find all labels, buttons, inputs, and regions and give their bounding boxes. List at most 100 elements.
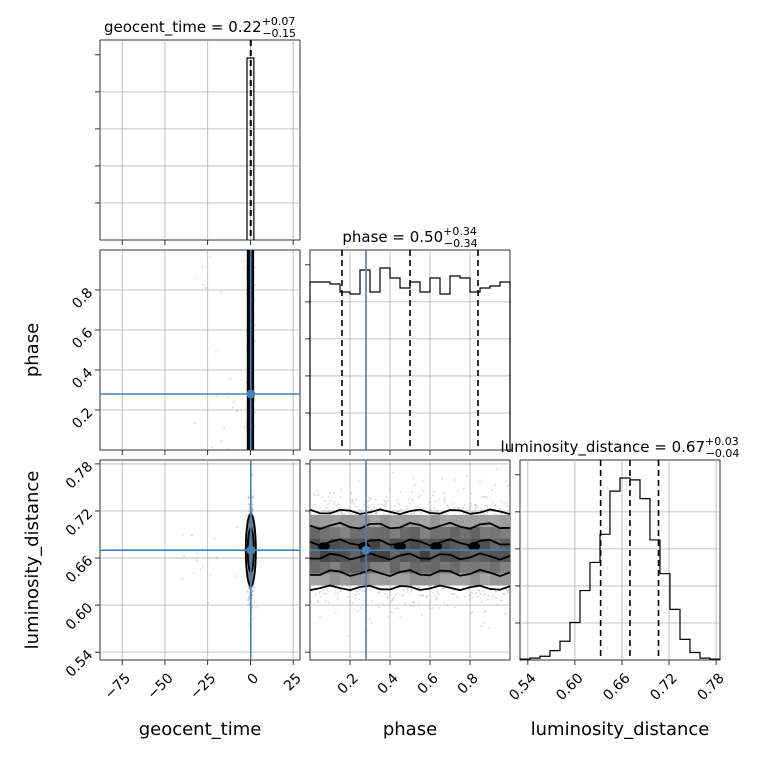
truth-point (246, 545, 256, 555)
sample-point (430, 510, 433, 513)
sample-point (377, 591, 380, 594)
sample-point (474, 507, 477, 510)
sample-point (438, 498, 441, 501)
sample-point (432, 591, 435, 594)
sample-point (456, 489, 459, 492)
density-cell (440, 514, 450, 527)
diagonal-panel-phase (305, 249, 511, 455)
sample-point (313, 494, 316, 497)
sample-point (315, 593, 318, 596)
sample-point (456, 595, 459, 598)
sample-point (316, 599, 319, 602)
sample-point (254, 266, 257, 269)
sample-point (457, 506, 460, 509)
x-tick-label: 0.2 (335, 670, 362, 697)
sample-point (356, 590, 359, 593)
sample-point (480, 625, 483, 628)
sample-point (232, 400, 235, 403)
panel-title-geocent_time: geocent_time = 0.22+0.07 −0.15 (104, 15, 296, 40)
sample-point (380, 503, 383, 506)
sample-point (254, 284, 257, 287)
sample-point (246, 590, 249, 593)
sample-point (403, 602, 406, 605)
sample-point (418, 496, 421, 499)
sample-point (466, 509, 469, 512)
density-cell (320, 526, 330, 539)
diagonal-panel-geocent_time (95, 39, 301, 245)
density-peak (394, 542, 406, 551)
sample-point (395, 455, 397, 457)
sample-point (386, 597, 389, 600)
sample-point (482, 496, 485, 499)
sample-point (506, 505, 509, 508)
sample-point (190, 534, 193, 537)
sample-point (202, 283, 205, 286)
sample-point (417, 585, 420, 588)
sample-point (391, 598, 394, 601)
sample-point (243, 268, 246, 271)
sample-point (435, 598, 438, 601)
sample-point (327, 495, 330, 498)
density-cell (330, 538, 340, 551)
sample-point (437, 593, 440, 596)
sample-point (339, 510, 342, 513)
sample-point (253, 398, 256, 401)
sample-point (436, 460, 439, 461)
sample-point (374, 512, 377, 515)
sample-point (321, 496, 324, 499)
sample-point (474, 503, 477, 506)
sample-point (420, 614, 423, 617)
sample-point (241, 379, 244, 382)
sample-point (386, 595, 389, 598)
density-cell (380, 526, 390, 539)
sample-point (334, 612, 337, 615)
sample-point (443, 491, 446, 494)
sample-point (390, 611, 393, 614)
sample-point (471, 610, 474, 613)
sample-point (322, 592, 325, 595)
density-cell (460, 573, 470, 586)
sample-point (383, 499, 386, 502)
sample-point (248, 597, 251, 600)
sample-point (343, 512, 346, 515)
density-cell (340, 526, 350, 539)
x-tick-label: 0.54 (506, 670, 539, 703)
sample-point (248, 497, 251, 500)
sample-point (215, 395, 218, 398)
density-cell (370, 550, 380, 562)
density-cell (340, 573, 350, 586)
sample-point (484, 609, 487, 612)
sample-point (468, 599, 471, 602)
sample-point (410, 589, 413, 592)
sample-point (252, 597, 255, 600)
sample-point (319, 615, 322, 618)
sample-point (493, 503, 496, 506)
sample-point (319, 506, 322, 509)
y-tick-label: 0.8 (69, 285, 96, 312)
sample-point (422, 594, 425, 597)
sample-point (355, 498, 358, 501)
sample-point (385, 496, 388, 499)
density-cell (440, 573, 450, 586)
sample-point (322, 589, 325, 592)
sample-point (248, 503, 251, 506)
sample-point (464, 595, 467, 598)
sample-point (413, 602, 416, 605)
sample-point (337, 512, 340, 515)
sample-point (329, 499, 332, 502)
sample-point (428, 501, 431, 504)
scatter-panel-luminosity_distance-vs-geocent_time (95, 459, 301, 665)
sample-point (470, 591, 473, 594)
panel-frame (99, 459, 301, 661)
sample-point (226, 447, 229, 450)
sample-point (494, 483, 497, 486)
sample-point (207, 602, 210, 605)
y-tick-label: 0.2 (69, 405, 96, 432)
density-cell (330, 550, 340, 562)
density-cell (480, 573, 490, 586)
sample-point (340, 488, 343, 491)
density-cell (500, 514, 510, 527)
sample-point (399, 491, 402, 494)
density-cell (410, 573, 420, 586)
sample-point (462, 512, 465, 515)
